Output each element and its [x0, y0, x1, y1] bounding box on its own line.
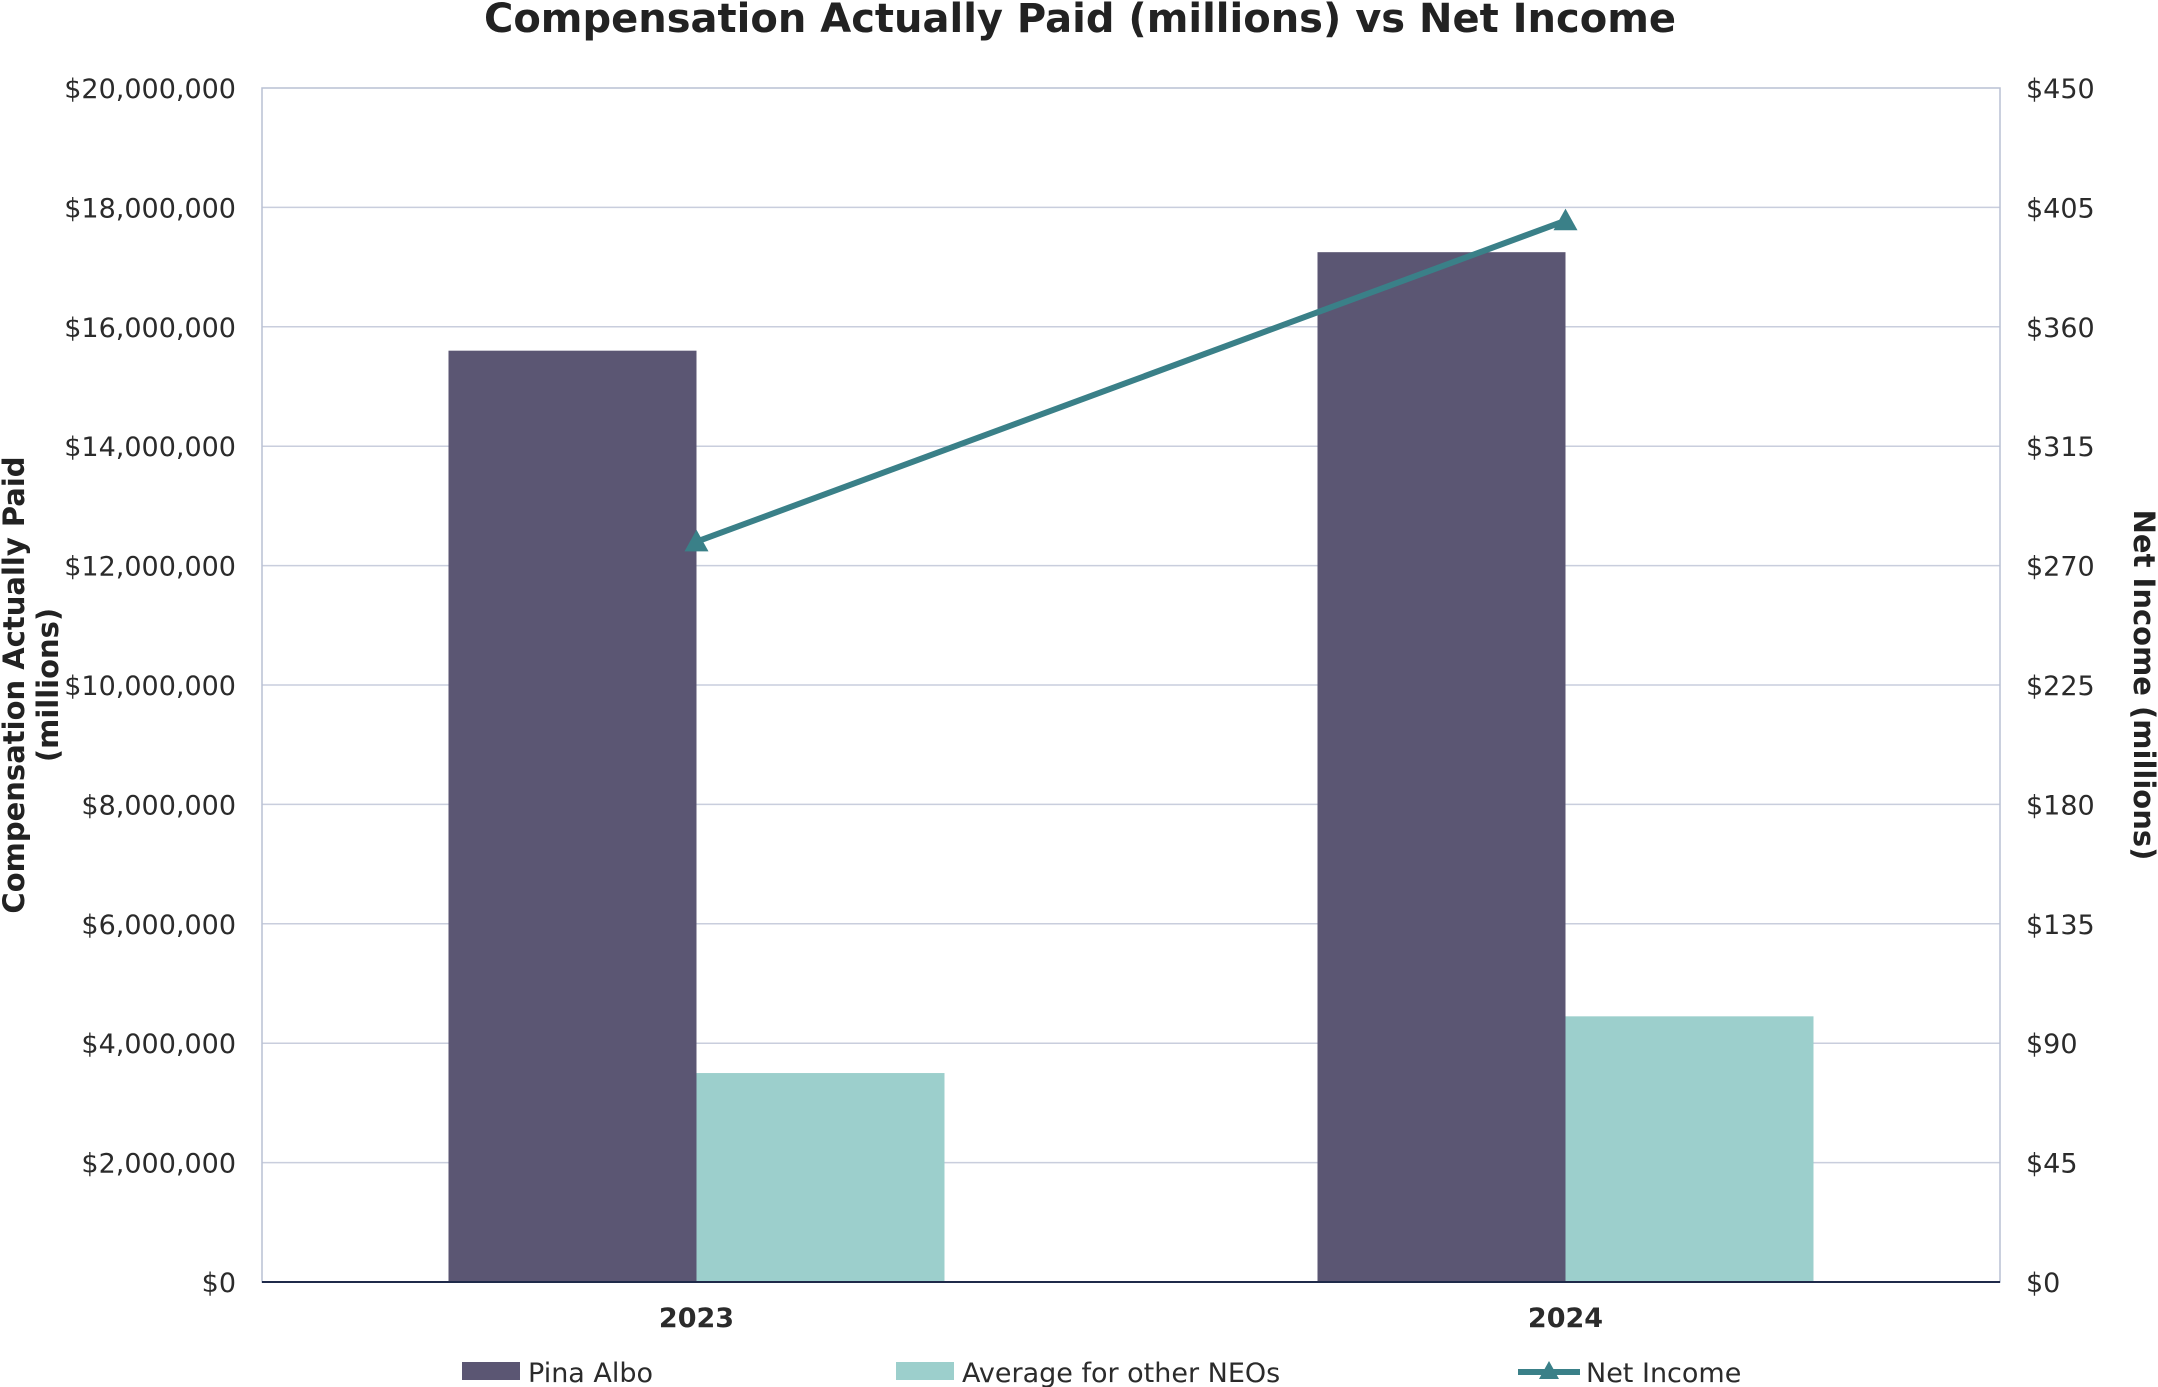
left-tick-label: $0 [202, 1268, 236, 1299]
left-tick-label: $10,000,000 [64, 671, 236, 702]
legend-swatch-marker-net-income [1539, 1361, 1559, 1379]
legend-label-pina-albo: Pina Albo [528, 1358, 653, 1387]
right-tick-label: $315 [2026, 432, 2095, 463]
bar-pina-albo-2023 [448, 350, 697, 1282]
left-tick-label: $18,000,000 [64, 193, 236, 224]
left-tick-label: $2,000,000 [81, 1149, 236, 1180]
left-axis-ticks: $0 $2,000,000 $4,000,000 $6,000,000 $8,000,0… [64, 74, 236, 1299]
right-tick-label: $270 [2026, 552, 2095, 583]
axis-titles: Compensation Actually Paid(millions) Net … [0, 456, 2158, 913]
legend-label-net-income: Net Income [1586, 1358, 1741, 1387]
right-tick-label: $225 [2026, 671, 2095, 702]
left-tick-label: $14,000,000 [64, 432, 236, 463]
x-axis-category-labels: 2023 2024 [659, 1303, 1603, 1334]
right-tick-label: $135 [2026, 910, 2095, 941]
right-tick-label: $90 [2026, 1029, 2078, 1060]
net-income-point-2023 [684, 529, 709, 552]
category-label-2023: 2023 [659, 1303, 734, 1334]
left-axis-title: Compensation Actually Paid(millions) [0, 456, 65, 913]
legend-swatch-pina-albo [462, 1362, 520, 1380]
right-tick-label: $180 [2026, 790, 2095, 821]
right-tick-label: $450 [2026, 74, 2095, 105]
bar-average-for-other-neos-2024 [1565, 1016, 1814, 1282]
legend-swatch-average-for-other-neos [896, 1362, 954, 1380]
net-income-line [695, 217, 1567, 545]
bars [448, 252, 1814, 1282]
legend-label-average-for-other-neos: Average for other NEOs [962, 1358, 1280, 1387]
left-tick-label: $12,000,000 [64, 552, 236, 583]
chart-title: Compensation Actually Paid (millions) vs… [484, 0, 1676, 42]
left-tick-label: $6,000,000 [81, 910, 236, 941]
left-tick-label: $8,000,000 [81, 790, 236, 821]
right-tick-label: $0 [2026, 1268, 2060, 1299]
legend: Pina Albo Average for other NEOs Net Incom… [462, 1358, 1741, 1387]
left-tick-label: $20,000,000 [64, 74, 236, 105]
right-tick-label: $45 [2026, 1149, 2078, 1180]
bar-average-for-other-neos-2023 [696, 1073, 945, 1282]
bar-pina-albo-2024 [1317, 252, 1566, 1282]
left-tick-label: $16,000,000 [64, 313, 236, 344]
right-tick-label: $360 [2026, 313, 2095, 344]
net-income-point-2024 [1553, 208, 1578, 231]
right-tick-label: $405 [2026, 193, 2095, 224]
right-axis-ticks: $0 $45 $90 $135 $180 $225 $270 $315 $360 $405 $450 [2026, 74, 2095, 1299]
category-label-2024: 2024 [1528, 1303, 1603, 1334]
left-axis-title-line: Compensation Actually Paid [0, 456, 31, 913]
left-axis-title-line: (millions) [31, 608, 65, 762]
net-income-line-layer [684, 208, 1578, 552]
left-tick-label: $4,000,000 [81, 1029, 236, 1060]
right-axis-title: Net Income (millions) [2127, 510, 2158, 861]
